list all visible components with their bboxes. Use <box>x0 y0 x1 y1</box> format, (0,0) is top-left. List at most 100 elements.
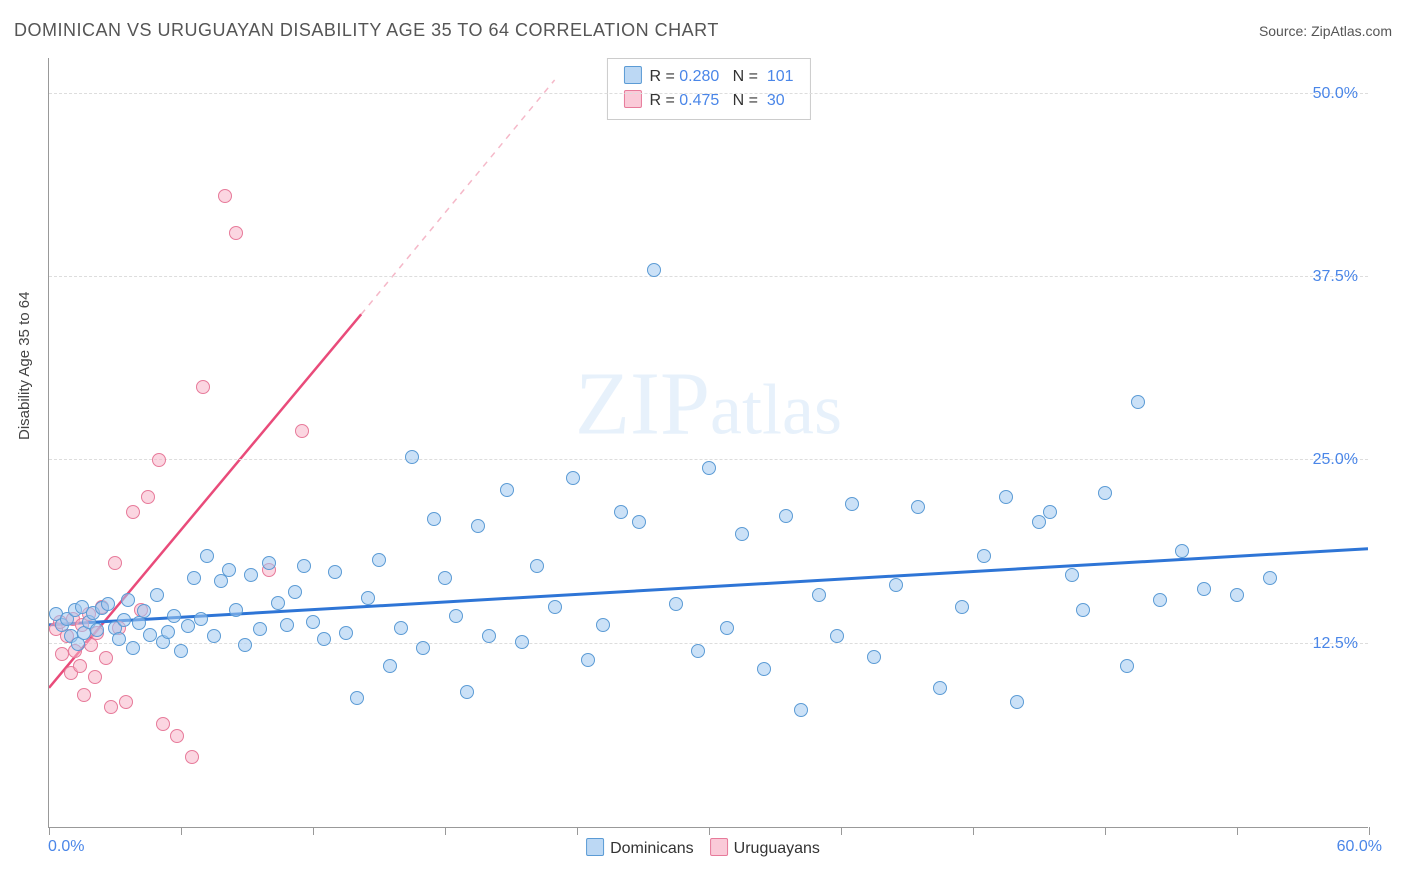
data-point <box>90 623 104 637</box>
data-point <box>933 681 947 695</box>
data-point <box>141 490 155 504</box>
data-point <box>596 618 610 632</box>
data-point <box>295 424 309 438</box>
data-point <box>1010 695 1024 709</box>
gridline <box>49 93 1368 94</box>
data-point <box>150 588 164 602</box>
y-tick-label: 25.0% <box>1313 451 1358 469</box>
data-point <box>77 688 91 702</box>
data-point <box>328 565 342 579</box>
r-value: 0.475 <box>679 92 719 109</box>
data-point <box>867 650 881 664</box>
data-point <box>143 628 157 642</box>
y-tick-label: 50.0% <box>1313 85 1358 103</box>
x-axis-max-label: 60.0% <box>1337 838 1382 856</box>
data-point <box>73 659 87 673</box>
data-point <box>405 450 419 464</box>
data-point <box>383 659 397 673</box>
data-point <box>1076 603 1090 617</box>
data-point <box>1120 659 1134 673</box>
data-point <box>1032 515 1046 529</box>
data-point <box>449 609 463 623</box>
data-point <box>253 622 267 636</box>
data-point <box>845 497 859 511</box>
data-point <box>500 483 514 497</box>
data-point <box>416 641 430 655</box>
data-point <box>108 556 122 570</box>
data-point <box>112 632 126 646</box>
data-point <box>614 505 628 519</box>
x-tick <box>709 827 710 835</box>
data-point <box>647 263 661 277</box>
data-point <box>104 700 118 714</box>
data-point <box>530 559 544 573</box>
data-point <box>1175 544 1189 558</box>
chart-title: DOMINICAN VS URUGUAYAN DISABILITY AGE 35… <box>14 20 719 41</box>
legend-swatch <box>710 838 728 856</box>
data-point <box>632 515 646 529</box>
data-point <box>720 621 734 635</box>
data-point <box>460 685 474 699</box>
data-point <box>1230 588 1244 602</box>
data-point <box>669 597 683 611</box>
data-point <box>121 593 135 607</box>
data-point <box>691 644 705 658</box>
watermark: ZIPatlas <box>575 353 842 456</box>
data-point <box>170 729 184 743</box>
data-point <box>181 619 195 633</box>
data-point <box>317 632 331 646</box>
x-tick <box>445 827 446 835</box>
data-point <box>152 453 166 467</box>
data-point <box>196 380 210 394</box>
data-point <box>889 578 903 592</box>
x-tick <box>1369 827 1370 835</box>
data-point <box>194 612 208 626</box>
r-label: R = <box>649 68 679 85</box>
data-point <box>185 750 199 764</box>
legend-label: Dominicans <box>610 840 694 857</box>
x-tick <box>973 827 974 835</box>
data-point <box>372 553 386 567</box>
data-point <box>161 625 175 639</box>
x-tick <box>841 827 842 835</box>
n-label: N = <box>719 68 762 85</box>
data-point <box>794 703 808 717</box>
data-point <box>271 596 285 610</box>
legend-swatch <box>586 838 604 856</box>
data-point <box>229 603 243 617</box>
data-point <box>548 600 562 614</box>
x-tick <box>49 827 50 835</box>
stats-row: R = 0.280 N = 101 <box>623 65 793 89</box>
data-point <box>167 609 181 623</box>
r-label: R = <box>649 92 679 109</box>
chart-source: Source: ZipAtlas.com <box>1259 23 1392 39</box>
x-axis-min-label: 0.0% <box>48 838 84 856</box>
data-point <box>977 549 991 563</box>
data-point <box>350 691 364 705</box>
n-label: N = <box>719 92 762 109</box>
data-point <box>126 641 140 655</box>
chart-header: DOMINICAN VS URUGUAYAN DISABILITY AGE 35… <box>14 20 1392 41</box>
data-point <box>830 629 844 643</box>
data-point <box>229 226 243 240</box>
y-tick-label: 12.5% <box>1313 635 1358 653</box>
legend-swatch <box>623 66 641 84</box>
x-tick <box>313 827 314 835</box>
data-point <box>244 568 258 582</box>
data-point <box>515 635 529 649</box>
data-point <box>1131 395 1145 409</box>
y-axis-label: Disability Age 35 to 64 <box>16 292 33 440</box>
scatter-plot: ZIPatlas R = 0.280 N = 101R = 0.475 N = … <box>48 58 1368 828</box>
data-point <box>999 490 1013 504</box>
data-point <box>222 563 236 577</box>
data-point <box>339 626 353 640</box>
data-point <box>55 647 69 661</box>
data-point <box>207 629 221 643</box>
stats-legend: R = 0.280 N = 101R = 0.475 N = 30 <box>606 58 810 120</box>
data-point <box>361 591 375 605</box>
y-tick-label: 37.5% <box>1313 268 1358 286</box>
data-point <box>394 621 408 635</box>
data-point <box>187 571 201 585</box>
data-point <box>137 604 151 618</box>
data-point <box>297 559 311 573</box>
